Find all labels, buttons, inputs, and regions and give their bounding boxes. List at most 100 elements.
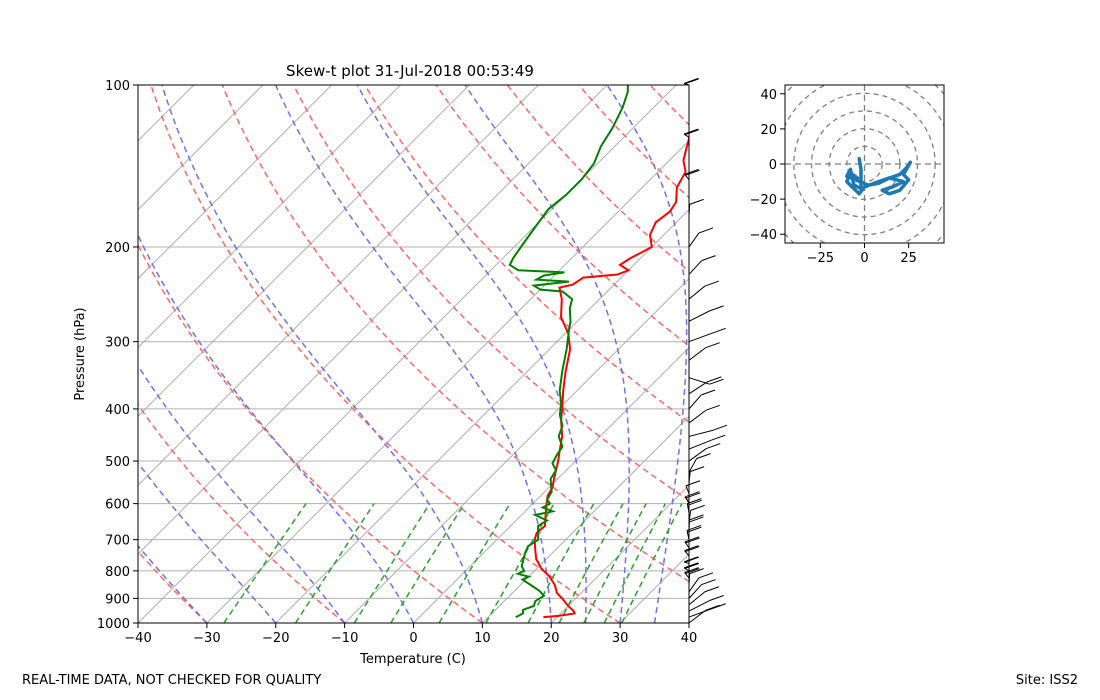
wind-barb-flag	[687, 526, 702, 533]
wind-barb-flag	[687, 498, 702, 505]
wind-barb	[688, 377, 724, 385]
wind-barb	[688, 572, 714, 593]
dry-adiabat-line	[506, 85, 689, 273]
moist-adiabat-line	[274, 85, 553, 623]
wind-barb-shaft	[684, 496, 690, 504]
isotherm-line	[138, 85, 470, 418]
wind-barb	[688, 376, 722, 395]
y-tick-label: 1000	[97, 617, 130, 632]
wind-barb-shaft	[688, 347, 707, 361]
mixing-ratio-line	[390, 503, 466, 623]
isotherm-line	[138, 85, 401, 349]
wind-barb-shaft	[688, 285, 706, 300]
wind-barb-shaft	[688, 439, 712, 450]
wind-barb	[688, 424, 728, 437]
moist-adiabat-line	[138, 364, 346, 623]
dry-adiabat-line	[150, 85, 621, 623]
wind-barb-shaft	[688, 608, 712, 618]
wind-barb-shaft	[688, 232, 700, 248]
wind-barb-shaft	[688, 429, 714, 437]
dry-adiabat-line	[138, 243, 483, 623]
wind-barb-flag	[685, 537, 700, 544]
mixing-ratio-line	[294, 503, 375, 623]
wind-barb	[684, 545, 700, 557]
wind-barb	[683, 562, 700, 572]
wind-barb-flag	[711, 327, 726, 334]
hodograph-trace	[845, 156, 913, 196]
wind-barb-flag	[709, 378, 724, 385]
isotherm-line	[206, 140, 689, 623]
wind-barb-flag	[684, 536, 700, 543]
wind-barb-shaft	[688, 600, 710, 612]
wind-barb-flag	[689, 198, 704, 205]
hodograph-axes: −25 0 25 40 20 0 −20 −40	[750, 88, 917, 266]
wind-barb-flag	[685, 169, 700, 176]
moist-adiabat-line	[138, 544, 208, 623]
moist-adiabat-line	[356, 85, 587, 623]
wind-barb-flag	[687, 499, 702, 506]
wind-barb-flag	[685, 492, 701, 499]
wind-barb	[688, 568, 704, 586]
wind-barb-shaft	[688, 332, 712, 343]
wind-barb-flag	[706, 443, 721, 450]
wind-barb-shaft	[684, 173, 690, 181]
mixing-ratio-line	[621, 503, 683, 623]
wind-barb-shaft	[684, 550, 690, 557]
wind-barb-flag	[684, 168, 699, 175]
wind-barb	[688, 280, 720, 300]
wind-barb-flag	[704, 586, 720, 593]
wind-barb-flag	[705, 404, 720, 411]
moist-adiabat-line	[606, 85, 688, 623]
wind-barb-flag	[704, 280, 720, 287]
x-tick-label: −40	[124, 631, 151, 646]
temperature-profile	[533, 134, 689, 619]
y-tick-label: 200	[105, 241, 130, 256]
wind-barb	[684, 536, 700, 549]
y-tick-label: 500	[105, 455, 130, 470]
dry-adiabat-line	[138, 403, 346, 623]
wind-barb-flag	[711, 434, 726, 441]
hodo-y-tick-label: 40	[760, 88, 777, 103]
wind-barb-flag	[711, 603, 726, 610]
isotherm-line	[138, 85, 195, 142]
wind-barb-flag	[684, 567, 699, 574]
wind-barb-flag	[689, 514, 704, 521]
wind-barb-shaft	[688, 377, 710, 385]
wind-barb-flag	[701, 579, 716, 586]
isotherm-line	[344, 277, 689, 623]
wind-barb-flag	[701, 255, 716, 262]
wind-barb	[685, 480, 701, 494]
wind-barb-flag	[685, 491, 700, 498]
wind-barb-flag	[698, 572, 714, 579]
y-tick-label: 700	[105, 534, 130, 549]
wind-barb-flag	[684, 545, 699, 552]
moist-adiabat-line	[138, 461, 277, 623]
isotherm-line	[275, 209, 689, 623]
skewt-plot: Skew-t plot 31-Jul-2018 00:53:49 −40 −30−…	[0, 62, 1100, 667]
hodo-y-tick-label: 20	[760, 123, 777, 138]
wind-barb-shaft	[688, 584, 702, 599]
wind-barb-flag	[709, 595, 724, 602]
quality-disclaimer: REAL-TIME DATA, NOT CHECKED FOR QUALITY	[22, 673, 322, 688]
y-tick-label: 800	[105, 565, 130, 580]
hodo-x-tick-label: −25	[807, 251, 834, 266]
wind-barb	[688, 603, 726, 618]
x-tick-label: −10	[331, 631, 358, 646]
wind-barb-shaft	[688, 260, 702, 275]
wind-barb-shaft	[688, 310, 710, 322]
wind-barb	[688, 342, 720, 361]
wind-barb	[683, 77, 700, 86]
moist-adiabat-line	[161, 85, 484, 623]
wind-barb	[688, 389, 716, 410]
wind-barb-flag	[685, 546, 700, 553]
dewpoint-profile	[508, 85, 629, 618]
dry-adiabat-line	[721, 85, 1100, 623]
wind-barb	[688, 404, 720, 424]
wind-barb	[688, 255, 716, 275]
wind-barb-flag	[685, 568, 700, 575]
wind-barb-flag	[707, 376, 722, 383]
isotherm-line	[0, 85, 56, 623]
wind-barb-flag	[698, 227, 714, 234]
wind-barb-shaft	[688, 577, 700, 593]
